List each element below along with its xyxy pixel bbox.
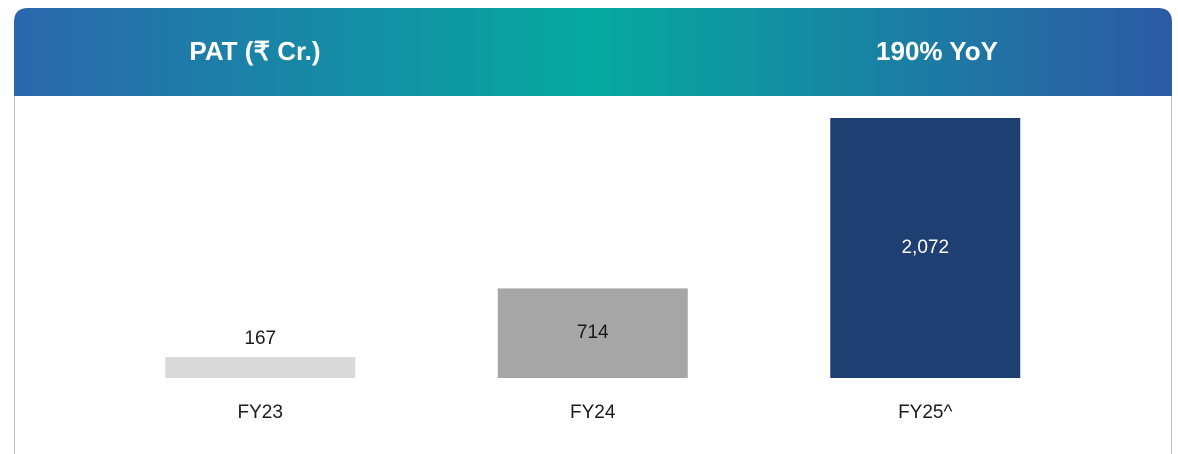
x-tick-label: FY24 — [570, 402, 616, 423]
header-band — [14, 8, 1172, 96]
x-tick-label: FY23 — [238, 402, 283, 423]
value-label: 714 — [577, 322, 609, 343]
x-tick-label: FY25^ — [898, 402, 952, 423]
value-label: 2,072 — [901, 237, 949, 258]
chart-title: PAT (₹ Cr.) — [189, 36, 320, 66]
bar — [830, 118, 1021, 378]
bar — [165, 357, 356, 378]
header-annotation: 190% YoY — [876, 36, 998, 66]
bar — [497, 288, 688, 378]
value-label: 167 — [244, 328, 276, 349]
